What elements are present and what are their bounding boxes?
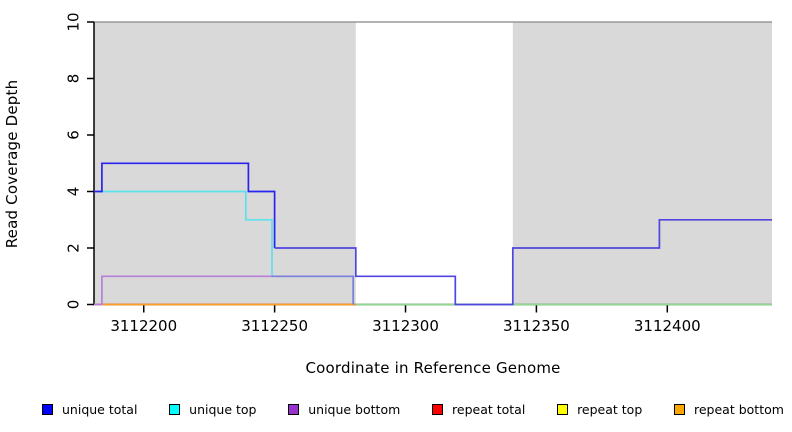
series-line-unique-total <box>94 162 276 248</box>
x-axis-title: Coordinate in Reference Genome <box>305 359 561 377</box>
legend-swatch <box>169 403 181 415</box>
coverage-chart: 0 2 4 6 8 10 3112200 3112250 3112300 3112350 31124… <box>65 12 772 335</box>
x-tick-label: 3112350 <box>503 317 570 335</box>
legend-label: repeat total <box>452 401 526 417</box>
legend-item-unique-top: unique top <box>169 402 256 417</box>
y-tick-label: 6 <box>65 130 83 140</box>
legend-label: unique total <box>62 401 138 417</box>
legend-label: unique bottom <box>308 401 401 417</box>
legend-label: repeat bottom <box>694 401 784 417</box>
legend-swatch <box>42 403 53 415</box>
legend-item-repeat-bottom: repeat bottom <box>674 402 784 417</box>
x-tick-label: 3112300 <box>372 317 439 335</box>
y-tick-label: 4 <box>65 187 83 197</box>
legend-swatch <box>432 403 444 415</box>
legend-item-repeat-top: repeat top <box>557 402 642 417</box>
y-tick-label: 10 <box>65 12 83 31</box>
legend-swatch <box>674 403 685 415</box>
legend-swatch <box>557 403 569 415</box>
legend-item-unique-total: unique total <box>42 402 137 417</box>
y-tick-label: 8 <box>65 74 83 84</box>
legend-swatch <box>288 403 300 415</box>
series-line-unique-bottom <box>272 275 355 305</box>
legend-label: unique top <box>189 401 257 417</box>
x-tick-label: 3112200 <box>110 317 177 335</box>
legend-item-unique-bottom: unique bottom <box>288 402 400 417</box>
legend: unique total unique top unique bottom repea… <box>42 399 784 419</box>
y-tick-label: 2 <box>65 243 83 253</box>
shaded-region-right <box>512 22 772 305</box>
legend-item-repeat-total: repeat total <box>432 402 525 417</box>
y-axis-title: Read Coverage Depth <box>3 79 21 249</box>
series-line-unique-bottom <box>94 275 272 306</box>
series-line-unique-total <box>274 218 772 306</box>
legend-label: repeat top <box>577 401 643 417</box>
x-tick-label: 3112250 <box>241 317 308 335</box>
y-tick-label: 0 <box>65 300 83 310</box>
x-tick-label: 3112400 <box>634 317 701 335</box>
